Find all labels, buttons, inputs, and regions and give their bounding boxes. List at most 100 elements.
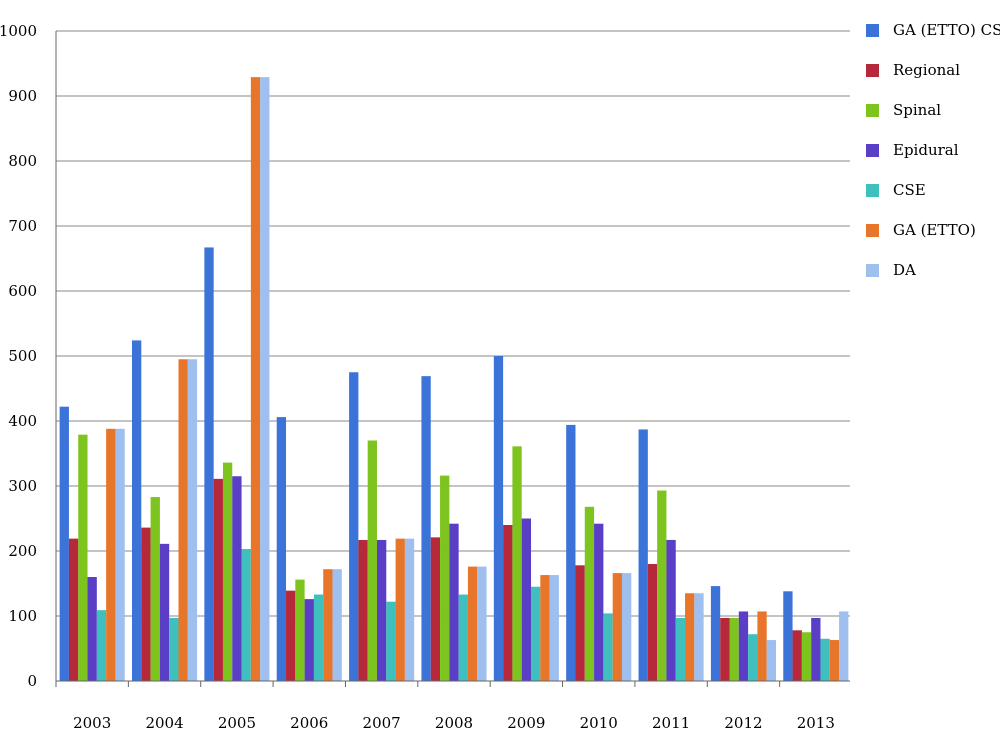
bar	[839, 611, 849, 681]
bar	[675, 617, 686, 681]
bar	[540, 575, 550, 681]
bar	[458, 594, 468, 681]
bar	[386, 601, 396, 681]
bar	[521, 518, 532, 681]
bar	[621, 573, 632, 681]
bar	[685, 593, 695, 681]
bar	[187, 359, 198, 681]
legend-swatch	[866, 103, 879, 117]
bar	[150, 497, 160, 681]
legend-swatch	[866, 143, 879, 157]
x-axis-tick-labels: 2003 2004 2005 2006 2007 2008 2009 2010 2011 2012…	[73, 714, 835, 732]
legend-item: Epidural	[866, 140, 959, 160]
bar	[276, 417, 287, 681]
bar	[376, 539, 387, 681]
bar	[829, 640, 840, 681]
legend-item: CSE	[866, 180, 926, 200]
bars	[59, 77, 849, 681]
legend-label: Regional	[893, 61, 961, 79]
bar	[657, 490, 667, 681]
bar	[477, 566, 487, 681]
axes	[55, 31, 850, 687]
bar	[710, 586, 721, 681]
bar	[467, 566, 478, 681]
x-tick-label: 2011	[652, 714, 690, 732]
x-tick-label: 2010	[580, 714, 618, 732]
bar	[638, 429, 648, 681]
legend-swatch	[866, 23, 879, 37]
bar	[783, 591, 793, 681]
y-tick-label: 300	[8, 477, 37, 495]
x-tick-label: 2007	[363, 714, 401, 732]
bar	[78, 434, 88, 681]
bar	[792, 630, 802, 681]
bar	[603, 613, 613, 681]
y-tick-label: 400	[8, 412, 37, 430]
legend-label: GA (ETTO) CSE	[893, 21, 1000, 39]
bar	[332, 569, 342, 681]
bar	[250, 77, 261, 681]
bar	[115, 428, 125, 681]
bar	[87, 577, 97, 681]
x-tick-label: 2004	[145, 714, 183, 732]
bar	[404, 538, 415, 681]
bar	[232, 476, 242, 681]
bar	[811, 617, 821, 681]
legend-item: GA (ETTO)	[866, 220, 976, 240]
bar	[575, 565, 585, 681]
bar	[241, 549, 251, 681]
bar	[286, 590, 296, 681]
x-tick-label: 2008	[435, 714, 473, 732]
bar	[566, 424, 576, 681]
x-tick-label: 2006	[290, 714, 328, 732]
bar	[349, 372, 359, 681]
legend-item: Spinal	[866, 100, 941, 120]
bar	[169, 617, 179, 681]
bar	[449, 523, 459, 681]
bar	[222, 462, 233, 681]
bar	[131, 340, 142, 681]
legend-swatch	[866, 223, 879, 237]
bar	[430, 537, 441, 681]
y-tick-label: 500	[8, 347, 37, 365]
legend-label: DA	[893, 261, 916, 279]
legend-label: Spinal	[893, 101, 942, 119]
y-tick-label: 1000	[0, 22, 37, 40]
y-tick-label: 100	[8, 607, 37, 625]
bar	[584, 506, 595, 681]
legend-swatch	[866, 263, 879, 277]
bar	[260, 77, 270, 681]
bar	[594, 523, 604, 681]
bar	[801, 632, 812, 681]
x-tick-label: 2005	[218, 714, 256, 732]
bar	[295, 579, 305, 681]
bar	[512, 446, 522, 681]
bar	[766, 640, 777, 681]
x-tick-label: 2009	[507, 714, 545, 732]
legend-label: CSE	[893, 181, 926, 199]
bar	[59, 406, 69, 681]
bar	[141, 527, 151, 681]
legend-label: Epidural	[893, 141, 959, 159]
bar	[323, 569, 333, 681]
x-tick-label: 2003	[73, 714, 111, 732]
legend-item: Regional	[866, 60, 960, 80]
bar	[738, 611, 749, 681]
bar	[820, 638, 830, 681]
legend-swatch	[866, 63, 879, 77]
bar	[106, 428, 116, 681]
legend-item: GA (ETTO) CSE	[866, 20, 1000, 40]
bar	[421, 376, 431, 681]
y-tick-label: 800	[8, 152, 37, 170]
y-tick-label: 0	[27, 672, 37, 690]
bar	[748, 634, 758, 681]
bar	[612, 573, 622, 681]
x-tick-label: 2012	[724, 714, 762, 732]
bar	[313, 594, 324, 681]
bar	[358, 539, 368, 681]
bar	[694, 593, 704, 681]
x-tick-label: 2013	[797, 714, 835, 732]
y-tick-label: 900	[8, 87, 37, 105]
bar	[304, 599, 314, 681]
